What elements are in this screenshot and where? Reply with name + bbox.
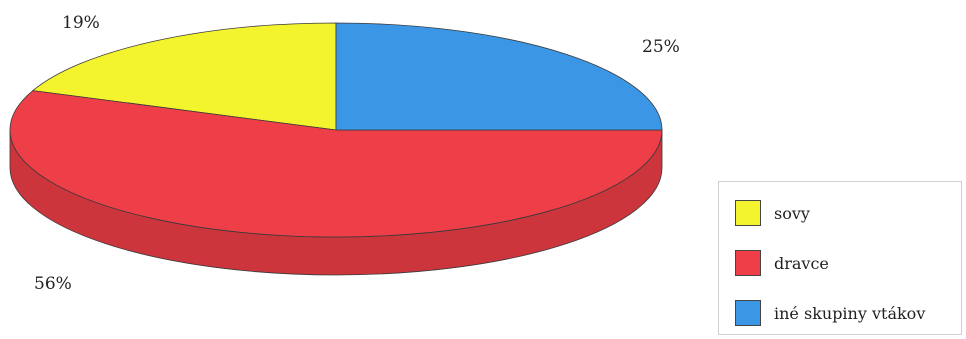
legend-item-sovy: sovy xyxy=(735,200,810,226)
pie-slice-sovy xyxy=(31,22,337,131)
legend-label-dravce: dravce xyxy=(774,253,829,273)
slice-label-dravce: 56% xyxy=(34,274,72,294)
legend-swatch-ine-skupiny xyxy=(735,300,761,326)
slice-label-sovy: 19% xyxy=(62,13,100,33)
legend: sovy dravce iné skupiny vtákov xyxy=(718,181,962,335)
legend-label-ine-skupiny: iné skupiny vtákov xyxy=(774,303,926,323)
legend-swatch-dravce xyxy=(735,250,761,276)
legend-item-dravce: dravce xyxy=(735,250,829,276)
slice-label-ine-skupiny: 25% xyxy=(642,37,680,57)
legend-item-ine-skupiny: iné skupiny vtákov xyxy=(735,300,925,326)
pie-slice-ine-skupiny xyxy=(335,22,663,131)
pie-slice-dravce xyxy=(9,90,663,238)
legend-label-sovy: sovy xyxy=(774,203,810,223)
legend-swatch-sovy xyxy=(735,200,761,226)
